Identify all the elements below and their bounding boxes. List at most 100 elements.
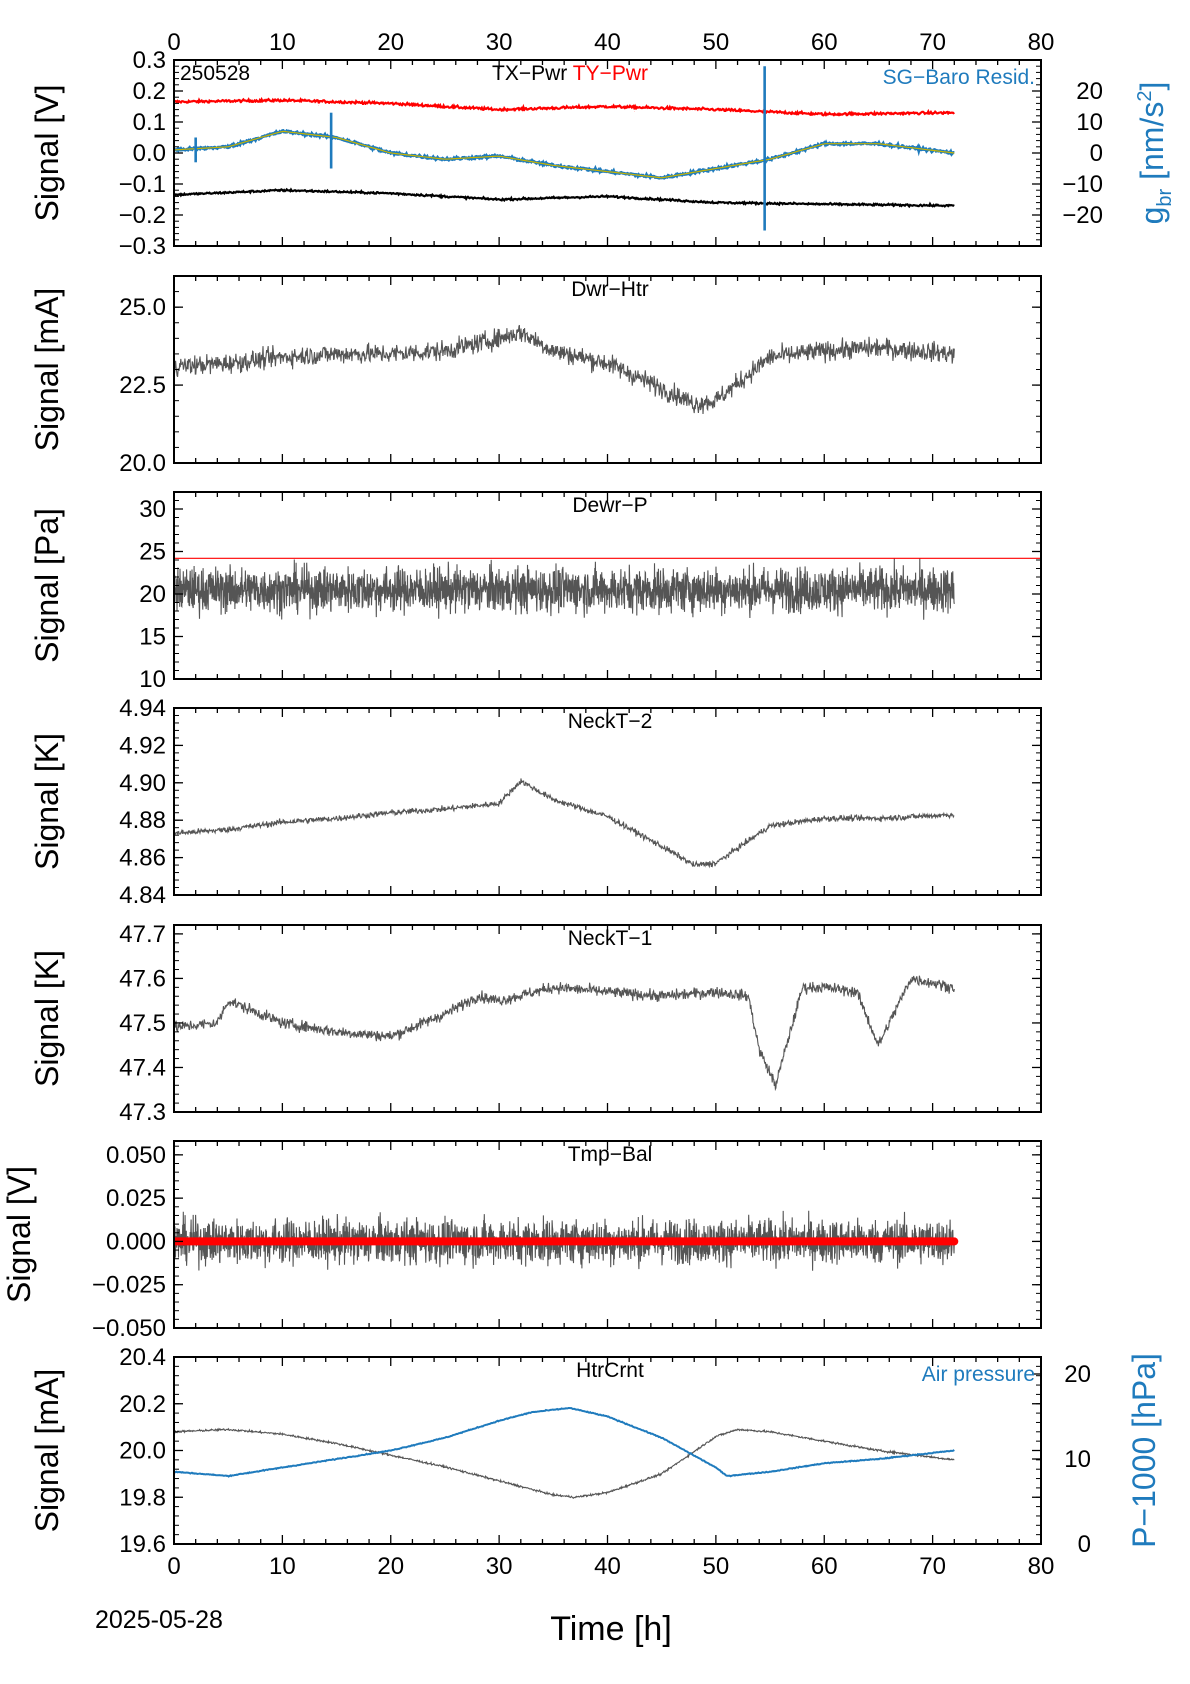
plot-area [174, 1406, 955, 1499]
plot-area [174, 1210, 959, 1271]
y-tick-label: 0.000 [106, 1228, 166, 1255]
air-pressure-line [174, 1406, 955, 1478]
series-fit-black [174, 193, 955, 211]
plot-area [174, 778, 955, 869]
x-axis-label: Time [h] [550, 1610, 672, 1648]
y-axis-label: Signal [mA] [29, 1369, 65, 1533]
y-tick-label: 0.1 [133, 109, 166, 136]
series-line [174, 324, 955, 415]
x-tick-label-top: 40 [594, 29, 621, 56]
series-line [174, 1427, 955, 1499]
panel-3: 30 25 20 15 10 Dewr−P Signal [Pa] [29, 491, 1042, 693]
x-tick-label-top: 50 [703, 29, 730, 56]
x-tick-label-top: 30 [486, 29, 513, 56]
plot-area [174, 975, 955, 1092]
y-tick-label: 30 [139, 496, 166, 523]
y-tick-label: 47.7 [119, 921, 166, 948]
panel-title: TX−Pwr TY−Pwr [492, 62, 648, 85]
series-line [174, 778, 955, 869]
x-tick-label: 60 [811, 1553, 838, 1580]
panel-frame [173, 1356, 1042, 1545]
y-tick-label: 47.5 [119, 1010, 166, 1037]
y-tick-label: 25 [139, 539, 166, 566]
y-tick-label: 0.050 [106, 1142, 166, 1169]
y-tick-label: −0.3 [119, 233, 166, 260]
panel-frame [173, 1140, 1042, 1329]
panel-frame [173, 275, 1042, 464]
x-tick-label: 20 [377, 1553, 404, 1580]
y2-tick-label: 10 [1076, 109, 1103, 136]
y2-tick-label: 20 [1076, 78, 1103, 105]
y-tick-label: 25.0 [119, 294, 166, 321]
y-tick-label: 4.86 [119, 845, 166, 872]
plot-area [174, 66, 955, 231]
x-tick-label: 70 [919, 1553, 946, 1580]
plot-area [174, 324, 955, 415]
series-line [174, 975, 955, 1092]
y-tick-label: 47.6 [119, 965, 166, 992]
y-tick-label: 20 [139, 581, 166, 608]
y-tick-label: 0.025 [106, 1185, 166, 1212]
panel-frame [173, 924, 1042, 1113]
y-tick-label: 4.90 [119, 770, 166, 797]
y-tick-label: −0.1 [119, 171, 166, 198]
series-line [174, 558, 955, 620]
y-axis-label: Signal [K] [29, 733, 65, 870]
y-tick-label: 4.84 [119, 882, 166, 909]
y-axis-label: Signal [mA] [29, 288, 65, 452]
series-line-red [174, 96, 955, 118]
y-tick-label: 47.3 [119, 1099, 166, 1126]
y-tick-label: −0.050 [92, 1315, 166, 1342]
panel-title: HtrCrnt [576, 1359, 644, 1382]
title-ty-pwr: TY−Pwr [573, 62, 648, 85]
y-tick-label: 15 [139, 624, 166, 651]
panel-5: 47.7 47.6 47.5 47.4 47.3 NeckT−1 Signal [K] [29, 921, 1042, 1126]
panel-4: 4.94 4.92 4.90 4.88 4.86 4.84 NeckT−2 Signal [K… [29, 695, 1042, 909]
y2-tick-label: 0 [1090, 140, 1103, 167]
y-tick-label: 4.88 [119, 807, 166, 834]
panel-frame [173, 491, 1042, 680]
y-tick-label: 20.4 [119, 1344, 166, 1371]
x-tick-label: 30 [486, 1553, 513, 1580]
panel-title: NeckT−1 [568, 927, 653, 950]
series-line-residual [174, 128, 955, 181]
panel-7: 20.4 20.2 20.0 19.8 19.6 20 10 0 Air pressure P−1… [29, 1344, 1162, 1580]
series-fit-red [174, 102, 955, 119]
x-tick-label: 40 [594, 1553, 621, 1580]
panels: 0.3 0.2 0.1 0.0 −0.1 −0.2 −0.3 20 10 0 −10 −20 25052… [1, 29, 1176, 1580]
panel-1: 0.3 0.2 0.1 0.0 −0.1 −0.2 −0.3 20 10 0 −10 −20 25052… [29, 29, 1176, 260]
plot-area [174, 557, 1041, 620]
x-tick-label-top: 20 [377, 29, 404, 56]
x-tick-label-top: 80 [1028, 29, 1055, 56]
record-id-label: 250528 [180, 62, 250, 85]
y-tick-label: −0.2 [119, 202, 166, 229]
panel-frame [173, 707, 1042, 896]
panel-title: Tmp−Bal [568, 1143, 653, 1166]
y2-axis-label: gbr [nm/s2] [1134, 82, 1176, 225]
panel-6: 0.050 0.025 0.000 −0.025 −0.050 Tmp−Bal Signal… [1, 1140, 1042, 1342]
x-tick-label-top: 60 [811, 29, 838, 56]
y-tick-label: 19.8 [119, 1484, 166, 1511]
y-tick-label: 22.5 [119, 372, 166, 399]
y-tick-label: 10 [139, 666, 166, 693]
series-fit-residual [174, 130, 955, 179]
x-tick-label: 0 [167, 1553, 180, 1580]
panel-frame [173, 59, 1042, 247]
series-line-black [174, 187, 955, 209]
y-tick-label: 4.94 [119, 695, 166, 722]
x-tick-label: 50 [703, 1553, 730, 1580]
x-tick-label: 80 [1028, 1553, 1055, 1580]
y-tick-label: 20.0 [119, 1438, 166, 1465]
y-axis-label: Signal [Pa] [29, 508, 65, 663]
y-tick-label: 0.3 [133, 47, 166, 74]
panel-title: Dwr−Htr [571, 278, 649, 301]
y-tick-label: −0.025 [92, 1272, 166, 1299]
y2-tick-label: 0 [1078, 1531, 1091, 1558]
panel-title: Dewr−P [572, 494, 647, 517]
y2-tick-label: 20 [1064, 1361, 1091, 1388]
panel-title: NeckT−2 [568, 710, 653, 733]
air-pressure-legend: Air pressure [922, 1363, 1035, 1386]
y-tick-label: 20.0 [119, 450, 166, 477]
panel-2: 25.0 22.5 20.0 Dwr−Htr Signal [mA] [29, 275, 1042, 477]
